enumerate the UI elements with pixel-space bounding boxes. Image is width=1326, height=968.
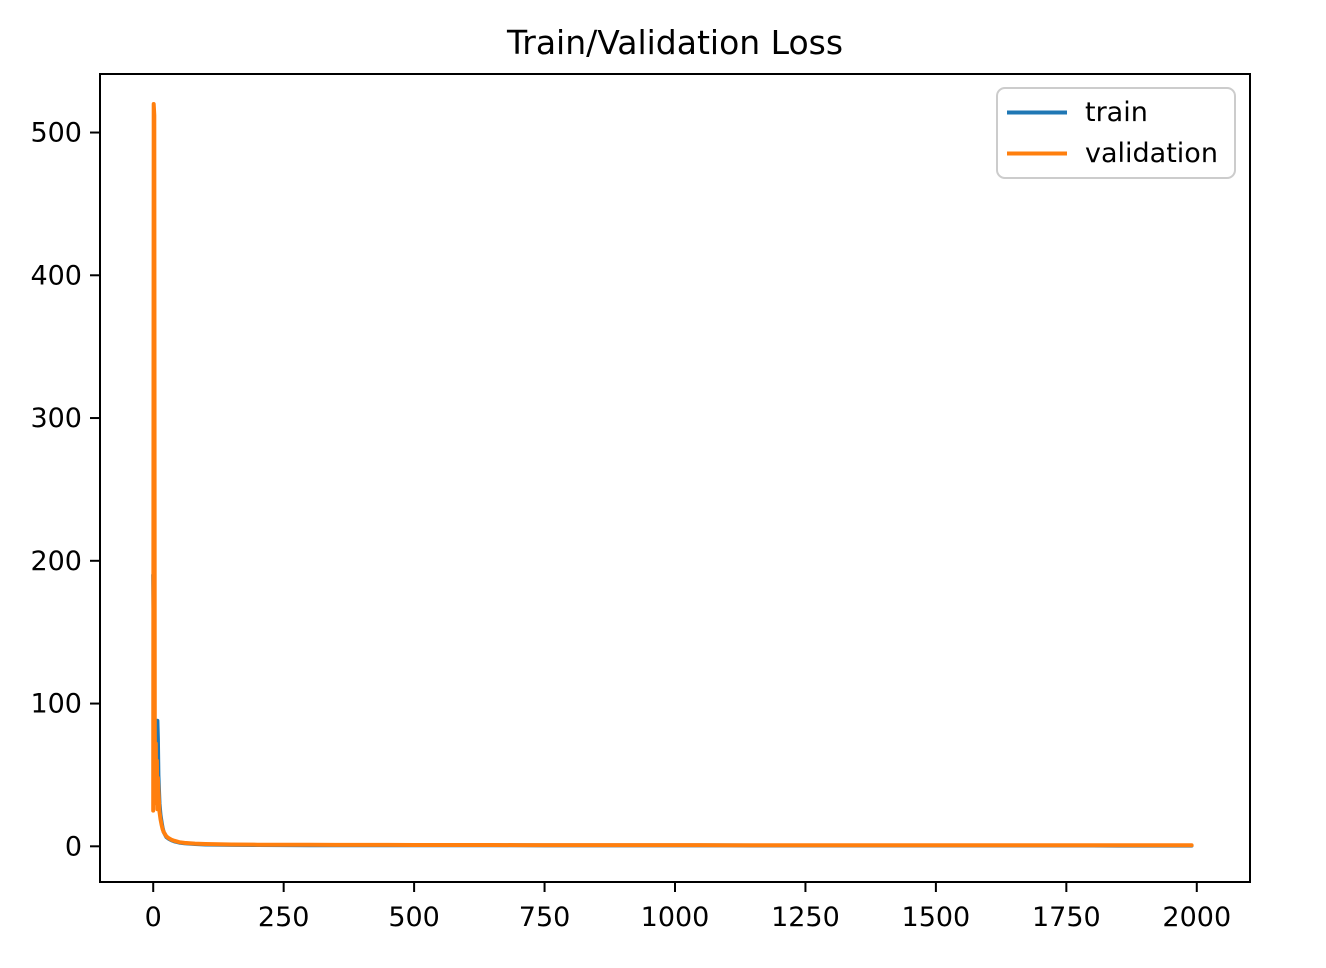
train-line [151, 573, 1194, 848]
x-tick-label: 0 [145, 902, 162, 933]
legend-validation-label: validation [1085, 138, 1218, 169]
x-axis: 0 250 500 750 1000 1250 1500 1750 2000 [145, 882, 1231, 933]
x-tick-label: 250 [258, 902, 310, 933]
y-tick-label: 400 [30, 260, 82, 291]
legend: train validation [996, 87, 1236, 179]
legend-train-label: train [1085, 97, 1148, 128]
x-tick-label: 2000 [1162, 902, 1231, 933]
validation-line [151, 102, 1194, 848]
plot-area [99, 73, 1251, 883]
y-tick-label: 0 [65, 831, 82, 862]
chart-title: Train/Validation Loss [506, 23, 843, 62]
y-tick-label: 200 [30, 546, 82, 577]
x-tick-label: 750 [519, 902, 571, 933]
x-tick-label: 500 [388, 902, 440, 933]
y-axis: 0 100 200 300 400 500 [30, 118, 100, 862]
series-lines [151, 102, 1194, 848]
y-tick-label: 500 [30, 118, 82, 149]
y-tick-label: 300 [30, 403, 82, 434]
y-tick-label: 100 [30, 689, 82, 720]
x-tick-label: 1750 [1032, 902, 1101, 933]
x-tick-label: 1500 [902, 902, 971, 933]
x-tick-label: 1000 [641, 902, 710, 933]
x-tick-label: 1250 [771, 902, 840, 933]
